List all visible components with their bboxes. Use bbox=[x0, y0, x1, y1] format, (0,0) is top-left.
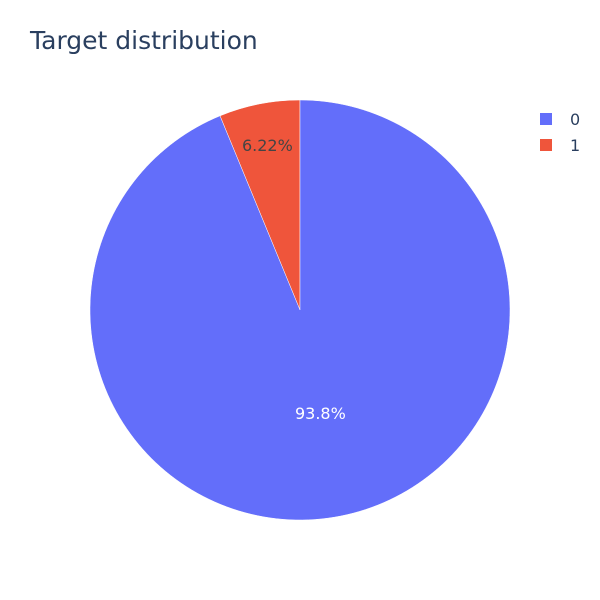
pie-slice-0[interactable] bbox=[89, 99, 511, 521]
chart-title: Target distribution bbox=[30, 26, 258, 55]
legend-item-0[interactable]: 0 bbox=[540, 106, 580, 132]
legend: 0 1 bbox=[540, 106, 580, 158]
pie-label-0: 93.8% bbox=[295, 404, 346, 423]
legend-swatch-0 bbox=[540, 113, 552, 125]
legend-label-0: 0 bbox=[570, 109, 581, 129]
legend-item-1[interactable]: 1 bbox=[540, 132, 580, 158]
legend-label-1: 1 bbox=[570, 135, 581, 155]
legend-swatch-1 bbox=[540, 139, 552, 151]
pie-label-1: 6.22% bbox=[242, 136, 293, 155]
